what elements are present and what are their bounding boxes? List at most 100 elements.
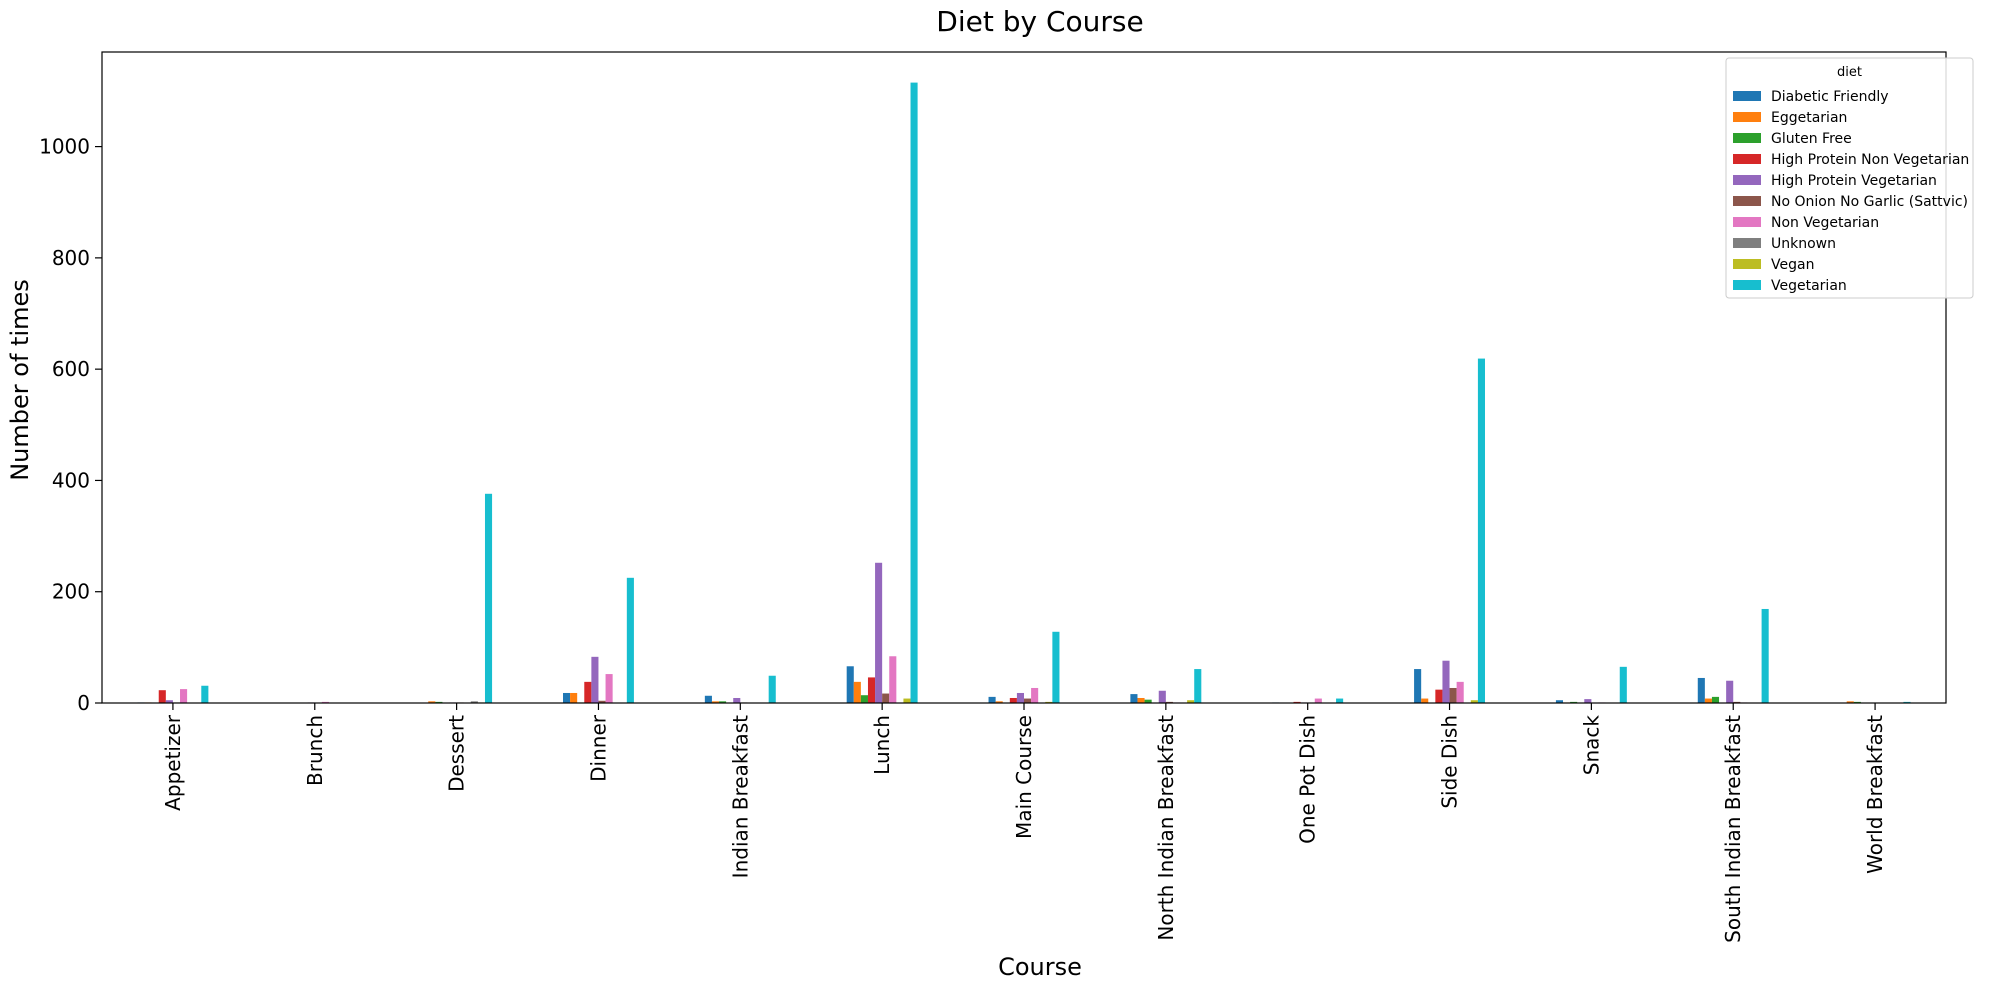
- bar-no-onion-no-garlic-sattvic-lunch: [882, 693, 890, 703]
- bar-vegetarian-indian-breakfast: [768, 675, 776, 703]
- y-axis: 0 200 400 600 800 1000: [39, 135, 102, 715]
- bar-gluten-free-lunch: [860, 695, 868, 703]
- bar-high-protein-vegetarian-snack: [1584, 699, 1592, 703]
- bar-diabetic-friendly-south-indian-breakfast: [1697, 677, 1705, 703]
- legend-entry-label: Non Vegetarian: [1771, 215, 1879, 231]
- legend-swatch: [1733, 196, 1761, 206]
- bar-gluten-free-south-indian-breakfast: [1711, 696, 1720, 703]
- y-axis-label: Number of times: [6, 279, 34, 481]
- bar-vegetarian-one-pot-dish: [1336, 698, 1344, 703]
- bar-eggetarian-side-dish: [1421, 698, 1429, 703]
- x-tick-label: Dessert: [445, 715, 469, 792]
- x-tick-label: World Breakfast: [1863, 715, 1887, 874]
- bar-eggetarian-world-breakfast: [1846, 701, 1854, 703]
- bar-high-protein-vegetarian-main-course: [1016, 692, 1024, 703]
- bar-no-onion-no-garlic-sattvic-side-dish: [1449, 687, 1457, 703]
- bar-eggetarian-main-course: [995, 701, 1003, 703]
- x-tick-label: North Indian Breakfast: [1154, 715, 1178, 941]
- x-tick-label: Main Course: [1012, 715, 1036, 839]
- bar-vegan-north-indian-breakfast: [1187, 700, 1195, 703]
- y-tick-label: 1000: [39, 135, 90, 159]
- bar-high-protein-non-vegetarian-main-course: [1009, 697, 1017, 703]
- y-tick-label: 0: [77, 691, 90, 715]
- bar-gluten-free-indian-breakfast: [719, 701, 727, 703]
- bar-high-protein-vegetarian-dinner: [591, 656, 599, 703]
- bar-eggetarian-south-indian-breakfast: [1704, 698, 1712, 703]
- bar-vegetarian-south-indian-breakfast: [1761, 608, 1769, 703]
- legend-swatch: [1733, 280, 1761, 290]
- y-tick-label: 600: [52, 357, 90, 381]
- bar-eggetarian-dessert: [428, 701, 436, 703]
- legend-entry-label: Gluten Free: [1771, 131, 1852, 147]
- legend-entry-label: Vegan: [1771, 257, 1814, 273]
- chart-title: Diet by Course: [936, 5, 1143, 38]
- legend-entry-label: High Protein Non Vegetarian: [1771, 152, 1969, 168]
- bar-high-protein-vegetarian-north-indian-breakfast: [1158, 690, 1166, 703]
- legend-box: [1725, 57, 1974, 299]
- bar-vegetarian-north-indian-breakfast: [1194, 669, 1202, 703]
- bar-vegetarian-lunch: [910, 82, 918, 704]
- bar-eggetarian-lunch: [853, 681, 861, 703]
- x-tick-label: Indian Breakfast: [728, 715, 752, 878]
- x-axis-label: Course: [998, 953, 1082, 981]
- x-axis: Appetizer Brunch Dessert Dinner Indian Break…: [161, 703, 1887, 943]
- legend-entry-label: Vegetarian: [1771, 278, 1847, 294]
- plot-frame: [101, 51, 1947, 704]
- bar-vegetarian-dinner: [626, 577, 634, 703]
- bar-unknown-dessert: [470, 701, 478, 703]
- legend-entry-label: No Onion No Garlic (Sattvic): [1771, 194, 1968, 210]
- x-tick-label: Appetizer: [161, 714, 185, 811]
- x-tick-label: Dinner: [586, 714, 610, 782]
- bar-high-protein-non-vegetarian-dinner: [584, 681, 592, 703]
- bar-high-protein-vegetarian-lunch: [875, 562, 883, 703]
- bar-eggetarian-dinner: [570, 692, 578, 703]
- bar-high-protein-vegetarian-south-indian-breakfast: [1726, 680, 1734, 703]
- bar-high-protein-vegetarian-indian-breakfast: [733, 697, 741, 703]
- bar-diabetic-friendly-snack: [1555, 700, 1564, 703]
- bar-diabetic-friendly-lunch: [846, 666, 854, 703]
- legend-entry-label: High Protein Vegetarian: [1771, 173, 1937, 189]
- x-tick-label: Snack: [1579, 715, 1603, 776]
- bar-vegetarian-snack: [1619, 666, 1627, 703]
- legend-entry-label: Diabetic Friendly: [1771, 89, 1889, 105]
- legend-title: diet: [1837, 65, 1862, 80]
- bar-high-protein-vegetarian-side-dish: [1442, 660, 1450, 703]
- bar-vegetarian-side-dish: [1477, 358, 1485, 703]
- x-tick-label: Brunch: [303, 715, 327, 786]
- bar-vegetarian-main-course: [1052, 631, 1060, 703]
- x-tick-label: South Indian Breakfast: [1721, 715, 1745, 943]
- bar-vegetarian-dessert: [484, 493, 493, 703]
- bar-non-vegetarian-side-dish: [1456, 681, 1464, 703]
- y-tick-label: 800: [52, 246, 90, 270]
- bar-vegan-side-dish: [1470, 700, 1478, 703]
- bar-diabetic-friendly-dinner: [563, 692, 571, 703]
- bar-diabetic-friendly-main-course: [988, 696, 996, 703]
- bar-eggetarian-indian-breakfast: [711, 701, 720, 703]
- bar-vegan-lunch: [903, 698, 911, 703]
- bar-non-vegetarian-dinner: [605, 674, 613, 703]
- legend-swatch: [1733, 217, 1761, 227]
- bar-high-protein-non-vegetarian-side-dish: [1435, 689, 1443, 703]
- bar-non-vegetarian-one-pot-dish: [1314, 698, 1322, 703]
- bar-diabetic-friendly-indian-breakfast: [704, 695, 712, 703]
- bar-no-onion-no-garlic-sattvic-dinner: [598, 700, 606, 703]
- bar-high-protein-vegetarian-appetizer: [165, 700, 173, 703]
- legend-swatch: [1733, 259, 1761, 269]
- bar-diabetic-friendly-north-indian-breakfast: [1130, 694, 1138, 703]
- x-tick-label: Lunch: [870, 715, 894, 775]
- legend-swatch: [1733, 154, 1761, 164]
- bar-vegetarian-appetizer: [201, 685, 209, 703]
- bar-high-protein-non-vegetarian-lunch: [867, 677, 876, 703]
- bar-eggetarian-north-indian-breakfast: [1137, 697, 1145, 703]
- y-tick-label: 400: [52, 468, 90, 492]
- bar-non-vegetarian-main-course: [1031, 687, 1039, 703]
- x-tick-label: One Pot Dish: [1296, 715, 1320, 844]
- y-tick-label: 200: [52, 580, 90, 604]
- legend-swatch: [1733, 238, 1761, 248]
- legend-swatch: [1733, 133, 1761, 143]
- legend-swatch: [1733, 112, 1761, 122]
- legend-entry-label: Unknown: [1771, 236, 1836, 252]
- legend: diet Diabetic Friendly Eggetarian Gluten F…: [1725, 57, 1974, 299]
